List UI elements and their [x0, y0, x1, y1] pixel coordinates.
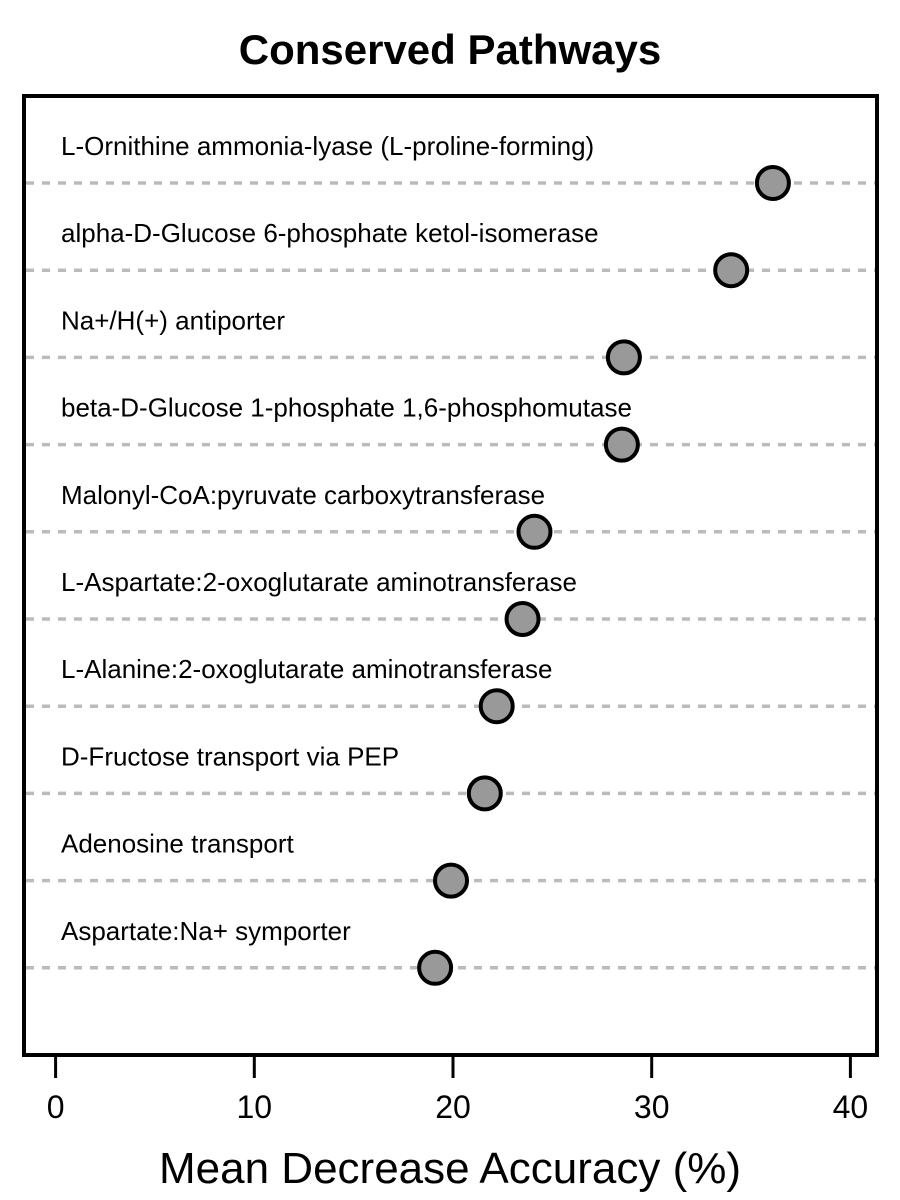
- data-point: [504, 601, 541, 637]
- category-label: L-Ornithine ammonia-lyase (L-proline-for…: [61, 131, 594, 161]
- category-label: Adenosine transport: [61, 829, 294, 859]
- category-label: L-Alanine:2-oxoglutarate aminotransferas…: [61, 654, 552, 684]
- data-point: [433, 862, 470, 899]
- data-point: [754, 165, 791, 201]
- data-point: [713, 252, 750, 289]
- category-label: D-Fructose transport via PEP: [61, 741, 399, 771]
- x-tick-label: 40: [833, 1089, 869, 1125]
- rows-layer: L-Ornithine ammonia-lyase (L-proline-for…: [26, 131, 875, 986]
- data-point: [516, 513, 553, 550]
- category-label: alpha-D-Glucose 6-phosphate ketol-isomer…: [61, 218, 599, 248]
- x-tick-label: 10: [237, 1089, 273, 1125]
- category-label: Malonyl-CoA:pyruvate carboxytransferase: [61, 480, 545, 510]
- data-point: [605, 339, 642, 376]
- data-point: [417, 949, 454, 986]
- chart-title: Conserved Pathways: [239, 26, 662, 73]
- x-axis: 0 10 20 30 40: [47, 1053, 869, 1125]
- x-tick-label: 0: [47, 1089, 65, 1125]
- x-tick-label: 20: [435, 1089, 471, 1125]
- data-point: [478, 688, 515, 725]
- category-label: Aspartate:Na+ symporter: [61, 916, 351, 946]
- category-label: Na+/H(+) antiporter: [61, 305, 285, 335]
- data-point: [466, 775, 503, 812]
- category-label: L-Aspartate:2-oxoglutarate aminotransfer…: [61, 567, 577, 597]
- category-label: beta-D-Glucose 1-phosphate 1,6-phosphomu…: [61, 393, 632, 423]
- x-tick-label: 30: [634, 1089, 670, 1125]
- x-axis-title: Mean Decrease Accuracy (%): [159, 1144, 741, 1193]
- data-point: [603, 426, 640, 463]
